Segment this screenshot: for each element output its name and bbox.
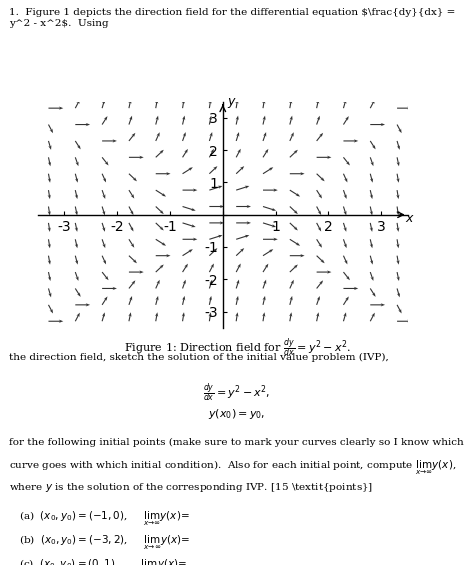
Text: where $y$ is the solution of the corresponding IVP. [15 \textit{points}]: where $y$ is the solution of the corresp… (9, 481, 374, 494)
Text: $y$: $y$ (227, 96, 237, 110)
Text: 1.  Figure 1 depicts the direction field for the differential equation $\frac{dy: 1. Figure 1 depicts the direction field … (9, 8, 456, 28)
Text: curve goes with which initial condition).  Also for each initial point, compute : curve goes with which initial condition)… (9, 459, 457, 477)
Text: $x$: $x$ (405, 212, 415, 225)
Text: Figure 1: Direction field for $\frac{dy}{dx} = y^2 - x^2$.: Figure 1: Direction field for $\frac{dy}… (124, 336, 350, 359)
Text: for the following initial points (make sure to mark your curves clearly so I kno: for the following initial points (make s… (9, 438, 464, 447)
Text: (c)  $(x_0, y_0) = (0, 1)$,       $\lim_{x \to \infty} y(x) =$: (c) $(x_0, y_0) = (0, 1)$, $\lim_{x \to … (19, 558, 187, 565)
Text: (b)  $(x_0, y_0) = (-3, 2)$,     $\lim_{x \to \infty} y(x) =$: (b) $(x_0, y_0) = (-3, 2)$, $\lim_{x \to… (19, 534, 190, 552)
Text: the direction field, sketch the solution of the initial value problem (IVP),: the direction field, sketch the solution… (9, 353, 389, 362)
Text: $\frac{dy}{dx} = y^2 - x^2,$: $\frac{dy}{dx} = y^2 - x^2,$ (203, 381, 271, 404)
Text: $y(x_0) = y_0,$: $y(x_0) = y_0,$ (209, 407, 265, 421)
Text: (a)  $(x_0, y_0) = (-1, 0)$,     $\lim_{x \to \infty} y(x) =$: (a) $(x_0, y_0) = (-1, 0)$, $\lim_{x \to… (19, 510, 190, 528)
